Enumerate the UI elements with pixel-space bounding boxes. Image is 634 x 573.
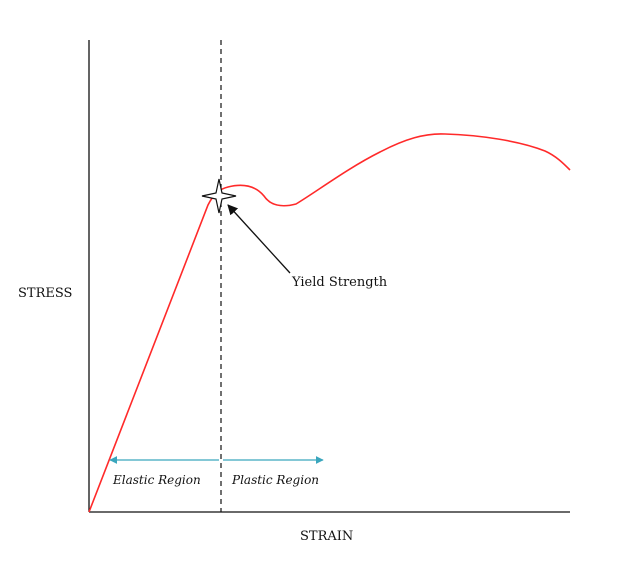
stress-strain-curve (88, 133, 571, 513)
x-axis-label: STRAIN (300, 529, 353, 544)
elastic-region-label: Elastic Region (112, 473, 201, 487)
plastic-region-label: Plastic Region (231, 473, 319, 487)
yield-strength-label: Yield Strength (291, 275, 388, 290)
y-axis-label: STRESS (18, 286, 72, 301)
yield-annotation-arrow (227, 204, 291, 274)
four-point-star-icon (201, 178, 237, 214)
